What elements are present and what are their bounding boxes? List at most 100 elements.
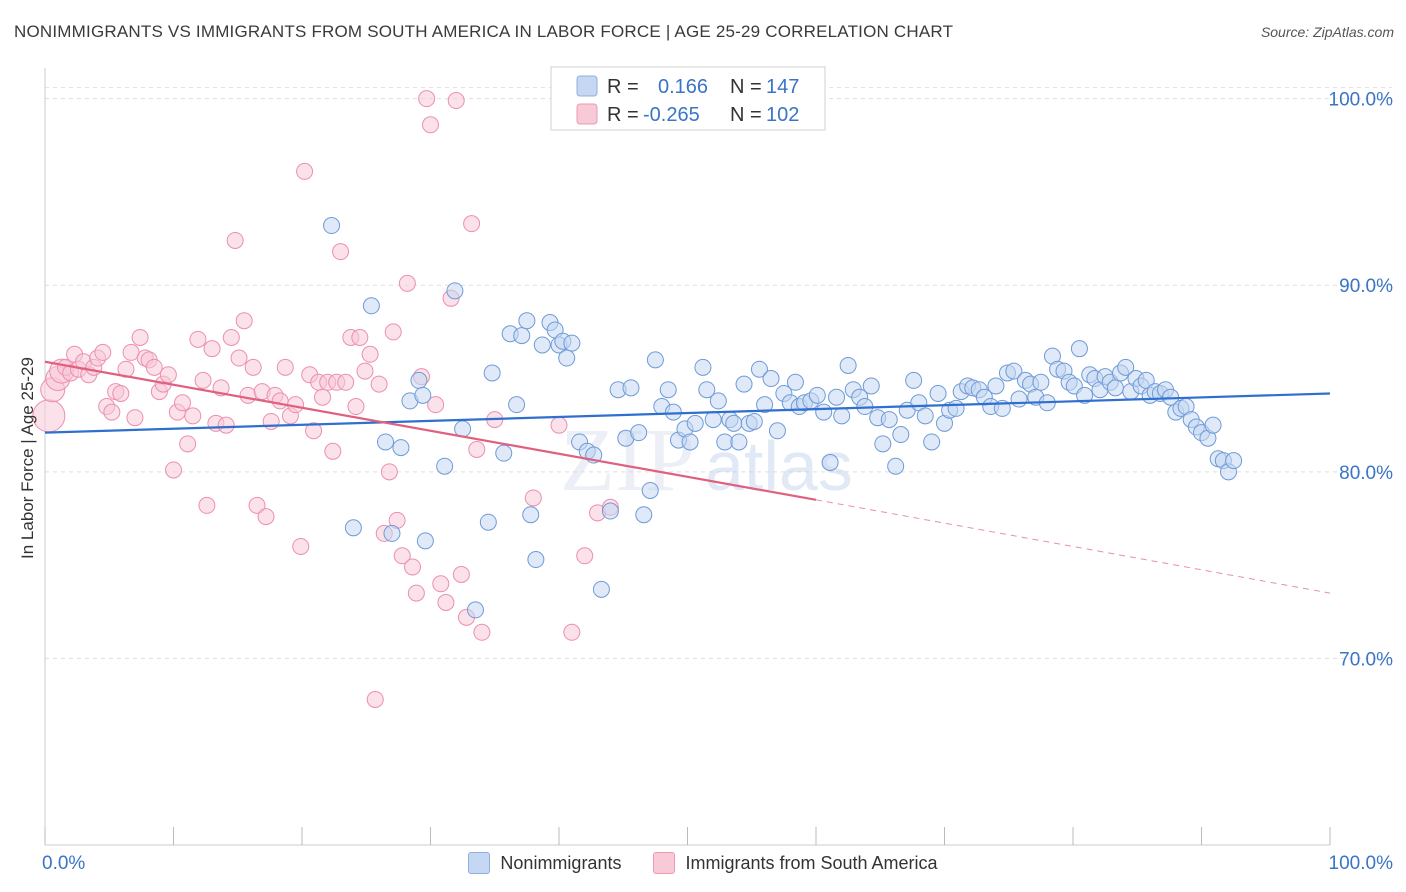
chart-title: NONIMMIGRANTS VS IMMIGRANTS FROM SOUTH A… bbox=[14, 22, 954, 41]
point-immigrants bbox=[576, 547, 594, 565]
point-nonimmigrants bbox=[513, 327, 531, 345]
point-nonimmigrants bbox=[377, 433, 395, 451]
point-immigrants bbox=[324, 442, 342, 460]
point-nonimmigrants bbox=[495, 444, 513, 462]
point-immigrants bbox=[203, 340, 221, 358]
point-immigrants bbox=[292, 537, 310, 555]
point-immigrants bbox=[32, 399, 66, 433]
point-nonimmigrants bbox=[659, 381, 677, 399]
point-immigrants bbox=[468, 440, 486, 458]
point-immigrants bbox=[179, 435, 197, 453]
series-nonimmigrants-points bbox=[323, 217, 1243, 619]
point-nonimmigrants bbox=[694, 358, 712, 376]
point-nonimmigrants bbox=[479, 513, 497, 531]
point-nonimmigrants bbox=[383, 524, 401, 542]
point-nonimmigrants bbox=[768, 422, 786, 440]
point-immigrants bbox=[198, 496, 216, 514]
point-nonimmigrants bbox=[601, 502, 619, 520]
point-nonimmigrants bbox=[815, 403, 833, 421]
point-immigrants bbox=[370, 375, 388, 393]
point-immigrants bbox=[407, 584, 425, 602]
legend-swatch-pink bbox=[576, 103, 598, 125]
legend-swatch-immigrants bbox=[653, 852, 676, 874]
point-immigrants bbox=[165, 461, 182, 479]
point-immigrants bbox=[222, 328, 240, 346]
point-nonimmigrants bbox=[1076, 386, 1094, 404]
point-nonimmigrants bbox=[887, 457, 905, 475]
point-nonimmigrants bbox=[1117, 358, 1135, 376]
trend-line-immigrants-extension bbox=[815, 499, 1331, 594]
point-nonimmigrants bbox=[947, 399, 965, 417]
point-nonimmigrants bbox=[833, 407, 851, 425]
point-immigrants bbox=[257, 508, 275, 526]
point-nonimmigrants bbox=[436, 457, 454, 475]
point-immigrants bbox=[112, 384, 130, 402]
point-immigrants bbox=[398, 274, 416, 292]
watermark-zip: ZIP bbox=[560, 411, 695, 510]
series-immigrants-points bbox=[32, 90, 619, 708]
point-nonimmigrants bbox=[821, 454, 839, 471]
point-nonimmigrants bbox=[762, 370, 780, 388]
point-immigrants bbox=[332, 243, 350, 261]
point-immigrants bbox=[189, 330, 207, 348]
point-immigrants bbox=[217, 416, 235, 434]
legend-r-label-2: R = bbox=[607, 104, 639, 126]
point-nonimmigrants bbox=[392, 439, 410, 457]
point-immigrants bbox=[305, 422, 323, 440]
point-nonimmigrants bbox=[1005, 362, 1023, 380]
point-nonimmigrants bbox=[929, 384, 947, 402]
point-immigrants bbox=[122, 343, 140, 361]
x-tick-label-max: 100.0% bbox=[1329, 853, 1394, 874]
point-immigrants bbox=[563, 623, 581, 641]
legend-item-immigrants[interactable]: Immigrants from South America bbox=[653, 852, 938, 874]
point-nonimmigrants bbox=[646, 351, 664, 369]
point-immigrants bbox=[262, 412, 280, 430]
point-immigrants bbox=[393, 547, 411, 565]
point-immigrants bbox=[418, 90, 436, 108]
point-immigrants bbox=[159, 366, 177, 384]
point-nonimmigrants bbox=[527, 551, 545, 569]
point-nonimmigrants bbox=[446, 282, 464, 300]
bottom-legend: Nonimmigrants Immigrants from South Amer… bbox=[0, 852, 1406, 874]
point-immigrants bbox=[244, 358, 262, 376]
y-tick-labels: 70.0% 80.0% 90.0% 100.0% bbox=[1329, 90, 1394, 671]
point-immigrants bbox=[184, 407, 202, 425]
point-immigrants bbox=[380, 463, 398, 481]
legend-r-value-2: -0.265 bbox=[643, 104, 700, 126]
point-immigrants bbox=[422, 116, 439, 134]
point-nonimmigrants bbox=[483, 364, 501, 382]
point-nonimmigrants bbox=[681, 433, 699, 451]
legend-r-label-1: R = bbox=[607, 76, 639, 98]
legend-item-nonimmigrants[interactable]: Nonimmigrants bbox=[468, 852, 621, 874]
point-nonimmigrants bbox=[745, 412, 763, 430]
point-nonimmigrants bbox=[362, 297, 380, 315]
x-tick-label-min: 0.0% bbox=[42, 853, 85, 874]
point-immigrants bbox=[463, 215, 481, 233]
point-immigrants bbox=[404, 558, 422, 576]
trend-line-nonimmigrants bbox=[44, 392, 1331, 434]
point-immigrants bbox=[248, 496, 266, 514]
point-immigrants bbox=[230, 349, 248, 367]
point-immigrants bbox=[94, 343, 112, 361]
legend-r-value-1: 0.166 bbox=[658, 76, 708, 98]
correlation-legend: R = 0.166 N = 147 R = -0.265 N = 102 bbox=[550, 66, 826, 131]
point-nonimmigrants bbox=[905, 371, 923, 389]
point-immigrants bbox=[337, 373, 355, 391]
point-immigrants bbox=[226, 231, 244, 249]
trend-lines bbox=[44, 360, 1331, 594]
point-immigrants bbox=[427, 396, 445, 414]
point-nonimmigrants bbox=[641, 481, 659, 499]
legend-label-immigrants: Immigrants from South America bbox=[685, 852, 938, 873]
point-nonimmigrants bbox=[686, 414, 704, 432]
point-nonimmigrants bbox=[725, 414, 743, 432]
point-nonimmigrants bbox=[756, 396, 774, 414]
point-nonimmigrants bbox=[414, 386, 432, 404]
point-nonimmigrants bbox=[522, 506, 540, 524]
point-nonimmigrants bbox=[1070, 340, 1088, 358]
point-nonimmigrants bbox=[750, 360, 768, 378]
point-nonimmigrants bbox=[923, 433, 941, 451]
point-nonimmigrants bbox=[466, 601, 484, 619]
legend-n-value-2: 102 bbox=[766, 104, 799, 126]
point-nonimmigrants bbox=[622, 379, 640, 397]
watermark: ZIP atlas bbox=[560, 411, 853, 510]
